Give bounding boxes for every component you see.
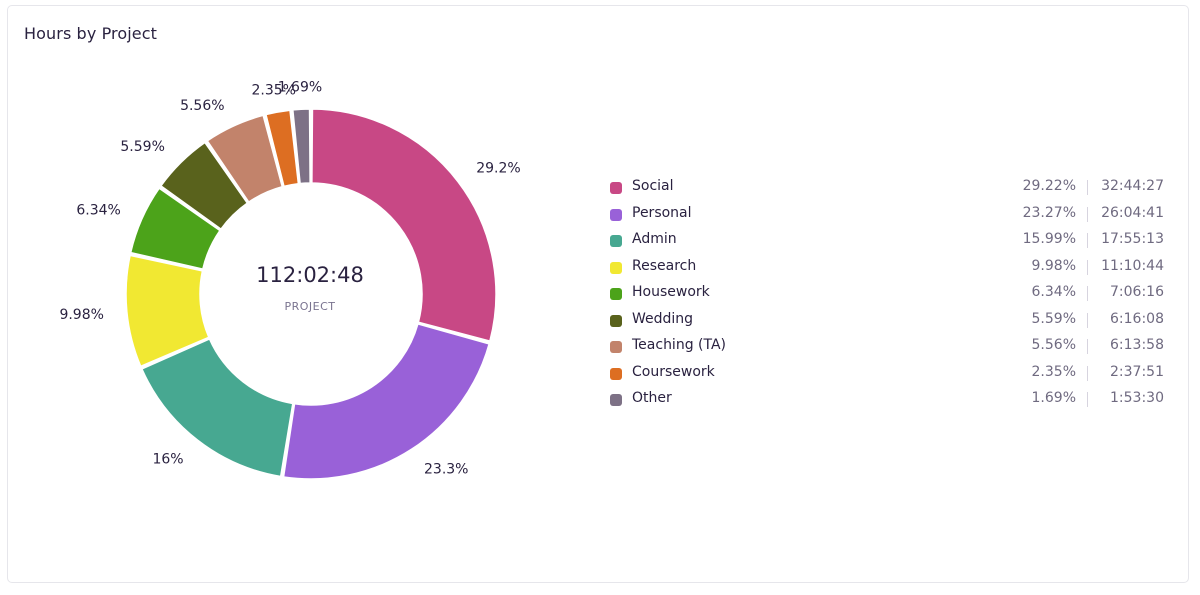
legend-item-research[interactable]: Research 9.98% 11:10:44 <box>608 256 1164 283</box>
legend-separator <box>1087 233 1088 248</box>
slice-other[interactable] <box>292 108 311 185</box>
legend-percent: 9.98% <box>1031 257 1076 274</box>
legend-percent: 6.34% <box>1031 284 1076 300</box>
slice-wedding[interactable] <box>160 141 249 230</box>
legend-item-coursework[interactable]: Coursework 2.35% 2:37:51 <box>608 362 1164 389</box>
legend-time: 6:16:08 <box>1110 310 1164 327</box>
slice-coursework[interactable] <box>265 109 300 188</box>
slice-label: 2.35% <box>252 82 296 98</box>
legend-percent: 1.69% <box>1031 390 1076 406</box>
legend-time: 17:55:13 <box>1101 231 1164 247</box>
legend-swatch <box>610 288 622 300</box>
legend: Social 29.22% 32:44:27 Personal 23.27% 2… <box>608 176 1164 415</box>
legend-name: Social <box>632 178 674 194</box>
legend-percent: 2.35% <box>1031 363 1076 380</box>
legend-time: 11:10:44 <box>1101 257 1164 274</box>
legend-item-housework[interactable]: Housework 6.34% 7:06:16 <box>608 282 1164 309</box>
slice-admin[interactable] <box>141 338 294 478</box>
legend-item-other[interactable]: Other 1.69% 1:53:30 <box>608 388 1164 415</box>
center-label: PROJECT <box>284 300 336 313</box>
legend-item-personal[interactable]: Personal 23.27% 26:04:41 <box>608 203 1164 230</box>
slice-label: 5.59% <box>120 139 164 155</box>
legend-separator <box>1087 180 1088 195</box>
slice-label: 6.34% <box>76 203 120 219</box>
legend-swatch <box>610 261 622 274</box>
slice-social[interactable] <box>311 108 497 342</box>
legend-percent: 5.56% <box>1031 337 1076 353</box>
legend-swatch <box>610 314 622 327</box>
legend-swatch <box>610 235 622 247</box>
legend-percent: 29.22% <box>1022 178 1076 194</box>
legend-name: Housework <box>632 284 710 300</box>
legend-time: 1:53:30 <box>1110 390 1164 406</box>
slice-label: 1.69% <box>278 79 322 95</box>
legend-item-wedding[interactable]: Wedding 5.59% 6:16:08 <box>608 309 1164 336</box>
card-title: Hours by Project <box>24 24 158 43</box>
legend-separator <box>1087 206 1088 222</box>
legend-percent: 15.99% <box>1022 231 1076 247</box>
legend-time: 26:04:41 <box>1101 204 1164 221</box>
legend-time: 6:13:58 <box>1110 337 1164 353</box>
legend-swatch <box>610 394 622 406</box>
legend-swatch <box>610 341 622 353</box>
legend-item-teaching[interactable]: Teaching (TA) 5.56% 6:13:58 <box>608 335 1164 362</box>
legend-swatch <box>610 367 622 380</box>
legend-name: Other <box>632 390 672 406</box>
slice-personal[interactable] <box>282 323 490 480</box>
slice-label: 29.2% <box>476 161 520 177</box>
legend-separator <box>1087 365 1088 381</box>
legend-time: 32:44:27 <box>1101 178 1164 194</box>
legend-percent: 5.59% <box>1031 310 1076 327</box>
legend-name: Teaching (TA) <box>632 337 727 353</box>
legend-name: Wedding <box>632 310 694 327</box>
legend-swatch <box>610 182 622 194</box>
legend-separator <box>1087 312 1088 328</box>
legend-separator <box>1087 392 1088 407</box>
legend-separator <box>1087 286 1088 301</box>
slice-teaching-ta[interactable] <box>206 114 284 203</box>
slice-label: 23.3% <box>424 462 468 478</box>
legend-item-social[interactable]: Social 29.22% 32:44:27 <box>608 176 1164 203</box>
slice-housework[interactable] <box>129 187 221 270</box>
legend-name: Personal <box>632 204 692 221</box>
slice-label: 16% <box>152 451 183 467</box>
legend-separator <box>1087 339 1088 354</box>
slice-research[interactable] <box>125 254 210 368</box>
legend-name: Research <box>632 257 697 274</box>
legend-time: 2:37:51 <box>1110 363 1164 380</box>
legend-item-admin[interactable]: Admin 15.99% 17:55:13 <box>608 229 1164 256</box>
chart-card: Hours by Project <box>7 5 1189 583</box>
legend-name: Coursework <box>632 363 715 380</box>
legend-time: 7:06:16 <box>1110 284 1164 300</box>
legend-separator <box>1087 259 1088 275</box>
legend-swatch <box>610 208 622 221</box>
legend-percent: 23.27% <box>1022 204 1076 221</box>
slice-label: 9.98% <box>59 307 103 323</box>
legend-name: Admin <box>632 231 677 247</box>
slice-label: 5.56% <box>180 98 224 114</box>
center-total: 112:02:48 <box>256 263 364 287</box>
